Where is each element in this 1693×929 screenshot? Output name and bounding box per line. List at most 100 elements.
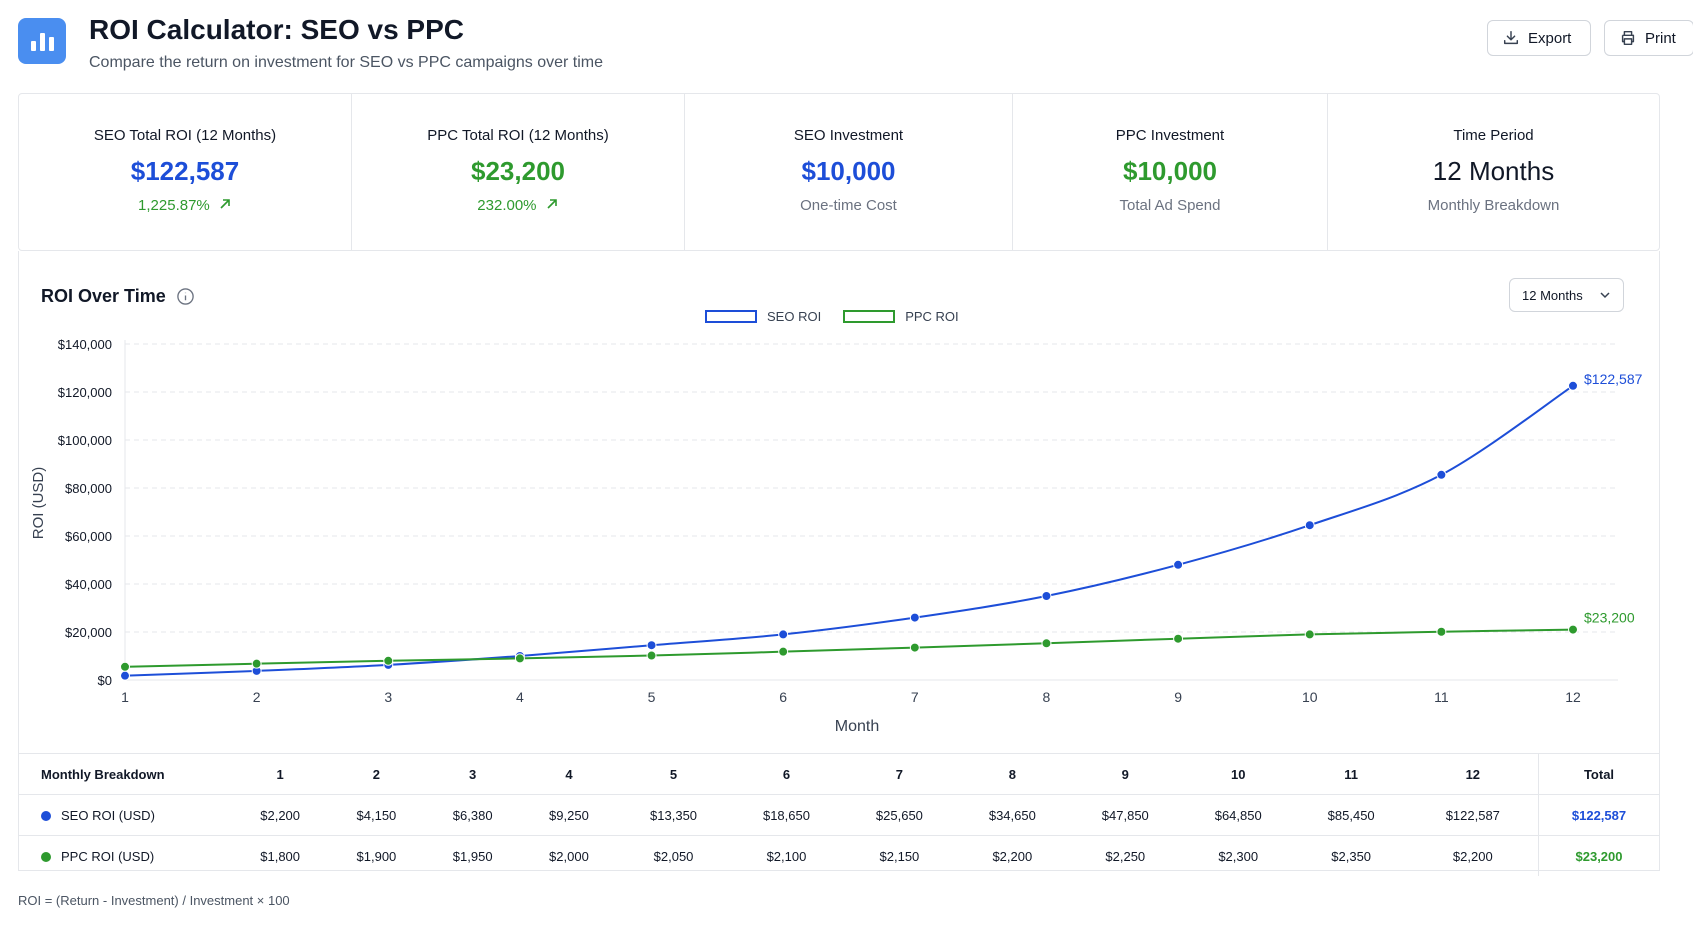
- printer-icon: [1621, 30, 1635, 46]
- data-point: [120, 670, 130, 681]
- data-point: [251, 658, 262, 669]
- table-header-month: 8: [955, 753, 1069, 795]
- table-header-month: 11: [1294, 753, 1408, 795]
- table-cell: $85,450: [1294, 794, 1408, 836]
- print-label: Print: [1645, 29, 1676, 47]
- x-tick-label: 6: [779, 689, 787, 705]
- x-tick-label: 1: [121, 689, 129, 705]
- stat-percent: 232.00%: [477, 197, 537, 214]
- row-label-text: SEO ROI (USD): [61, 807, 155, 823]
- data-point: [1041, 638, 1052, 649]
- data-point: [383, 655, 394, 666]
- table-header-month: 2: [328, 753, 425, 795]
- data-point: [1568, 624, 1578, 635]
- stat-seo-total-roi: SEO Total ROI (12 Months) $122,587 1,225…: [19, 94, 352, 250]
- stat-ppc-investment: PPC Investment $10,000 Total Ad Spend: [1013, 94, 1328, 250]
- table-header-month: 10: [1181, 753, 1295, 795]
- data-point: [120, 661, 130, 672]
- period-select[interactable]: 12 Months: [1509, 278, 1624, 312]
- data-point: [1304, 520, 1315, 531]
- chart-title-text: ROI Over Time: [41, 286, 166, 306]
- table-cell: $13,350: [617, 794, 730, 836]
- stat-sub: Total Ad Spend: [1119, 197, 1221, 214]
- monthly-breakdown-table: Monthly Breakdown 1 2 3 4 5 6 7 8 9 10 11 12 Total SE…: [19, 753, 1659, 876]
- stat-value: $122,587: [130, 156, 240, 186]
- data-point: [778, 646, 789, 657]
- stat-label: SEO Total ROI (12 Months): [93, 127, 277, 144]
- y-tick-label: $80,000: [65, 481, 112, 496]
- stat-time-period: Time Period 12 Months Monthly Breakdown: [1328, 94, 1659, 250]
- series-line-ppc: [124, 628, 1574, 668]
- table-cell: $2,200: [232, 794, 329, 836]
- info-icon[interactable]: [176, 287, 195, 306]
- row-label-text: PPC ROI (USD): [61, 848, 155, 864]
- table-cell: $6,380: [424, 794, 521, 836]
- data-point: [909, 642, 920, 653]
- print-button[interactable]: Print: [1604, 20, 1693, 56]
- stat-sub: 1,225.87%: [19, 197, 351, 214]
- table-header-month: 7: [842, 753, 956, 795]
- table-cell: $4,150: [328, 794, 425, 836]
- data-point: [778, 629, 789, 640]
- roi-formula-footnote: ROI = (Return - Investment) / Investment…: [18, 893, 290, 908]
- stat-sub: 232.00%: [352, 197, 684, 214]
- table-cell: $2,200: [955, 835, 1069, 876]
- row-label: PPC ROI (USD): [19, 835, 232, 876]
- x-tick-label: 3: [384, 689, 392, 705]
- stat-seo-investment: SEO Investment $10,000 One-time Cost: [685, 94, 1013, 250]
- stat-value: $10,000: [801, 156, 896, 186]
- table-cell: $47,850: [1068, 794, 1182, 836]
- end-value-label: $23,200: [1584, 610, 1635, 626]
- stat-value: $23,200: [471, 156, 565, 186]
- table-cell: $2,300: [1181, 835, 1295, 876]
- stat-value: $10,000: [1123, 156, 1217, 186]
- app-logo-icon: [18, 18, 66, 64]
- table-cell: $25,650: [842, 794, 956, 836]
- legend-swatch-seo: [705, 310, 757, 323]
- roi-line-chart: $0 $20,000 $40,000 $60,000 $80,000 $100,000 $1…: [30, 337, 1643, 735]
- stat-label: Time Period: [1453, 127, 1534, 144]
- page-subtitle: Compare the return on investment for SEO…: [89, 54, 603, 71]
- stat-label: SEO Investment: [793, 127, 904, 144]
- y-tick-label: $60,000: [65, 529, 112, 544]
- x-tick-label: 5: [648, 689, 656, 705]
- download-icon: [1503, 30, 1519, 45]
- data-point: [1173, 633, 1184, 644]
- legend-swatch-ppc: [843, 310, 896, 323]
- table-cell: $122,587: [1407, 794, 1539, 836]
- table-cell: $2,250: [1068, 835, 1182, 876]
- x-tick-label: 9: [1174, 689, 1182, 705]
- stat-sub: One-time Cost: [800, 197, 897, 214]
- x-tick-label: 12: [1565, 689, 1581, 705]
- data-point: [646, 650, 657, 661]
- x-axis-title: Month: [835, 718, 879, 735]
- row-total: $23,200: [1538, 835, 1659, 876]
- stat-sub: Monthly Breakdown: [1427, 197, 1560, 214]
- table-header-label: Monthly Breakdown: [19, 753, 232, 795]
- y-tick-label: $120,000: [58, 385, 112, 400]
- export-button[interactable]: Export: [1487, 20, 1591, 56]
- series-line-seo: [124, 384, 1574, 677]
- table-row: PPC ROI (USD) $1,800 $1,900 $1,950 $2,000 $2,…: [19, 835, 1659, 876]
- row-total: $122,587: [1538, 794, 1659, 836]
- table-cell: $2,100: [730, 835, 843, 876]
- x-tick-label: 4: [516, 689, 524, 705]
- table-header-month: 5: [617, 753, 730, 795]
- page-title: ROI Calculator: SEO vs PPC: [89, 14, 464, 45]
- stat-value: 12 Months: [1432, 156, 1555, 186]
- y-tick-label: $0: [98, 673, 112, 688]
- table-header-month: 1: [232, 753, 329, 795]
- stat-percent: 1,225.87%: [138, 197, 210, 214]
- table-header-row: Monthly Breakdown 1 2 3 4 5 6 7 8 9 10 11 12 Total: [19, 753, 1659, 795]
- end-value-label: $122,587: [1584, 371, 1643, 387]
- data-point: [1436, 626, 1447, 637]
- data-point: [1436, 469, 1447, 480]
- x-tick-label: 2: [253, 689, 261, 705]
- table-cell: $9,250: [520, 794, 618, 836]
- table-header-month: 3: [424, 753, 521, 795]
- data-point: [1041, 591, 1052, 601]
- legend-label-seo: SEO ROI: [767, 309, 822, 324]
- chevron-down-icon: [1600, 292, 1610, 299]
- stat-label: PPC Investment: [1115, 127, 1225, 144]
- table-cell: $64,850: [1181, 794, 1295, 836]
